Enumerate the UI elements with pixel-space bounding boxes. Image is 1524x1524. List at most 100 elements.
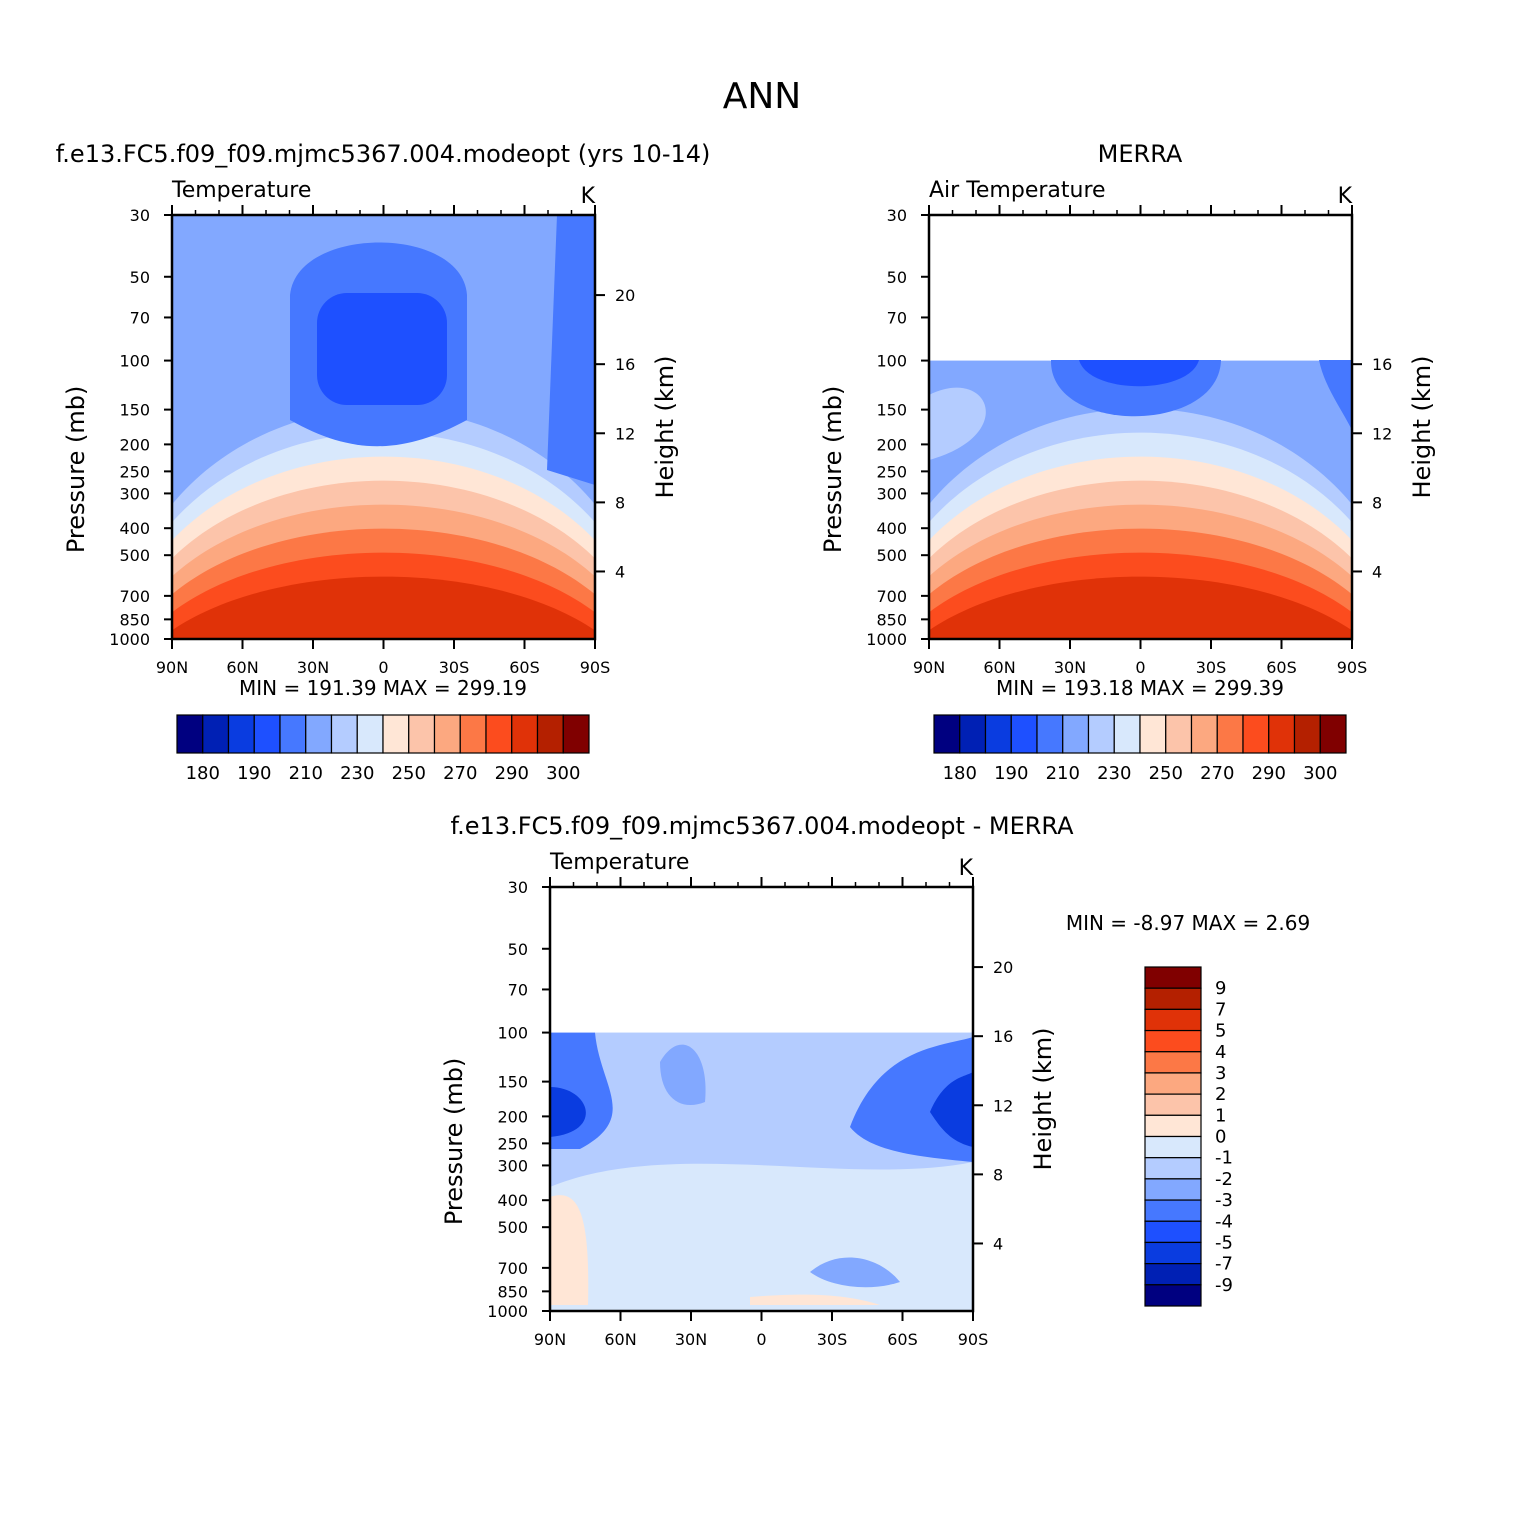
pressure-tick-label: 50: [130, 268, 150, 287]
latitude-tick-label: 30S: [1196, 658, 1227, 677]
colorbar-label: 4: [1215, 1042, 1226, 1063]
colorbar-label: 9: [1215, 978, 1226, 999]
y-axis-title: Pressure (mb): [819, 386, 847, 553]
pressure-tick-label: 150: [876, 401, 907, 420]
pressure-tick-label: 150: [119, 401, 150, 420]
latitude-tick-label: 60N: [983, 658, 1015, 677]
colorbar-box: [356, 714, 384, 754]
latitude-tick-label: 90S: [958, 1330, 989, 1349]
colorbar-box: [1087, 714, 1115, 754]
latitude-tick-label: 30N: [297, 658, 329, 677]
colorbar-box: [1144, 1114, 1202, 1138]
latitude-tick-label: 60S: [509, 658, 540, 677]
pressure-tick-label: 400: [119, 519, 150, 538]
latitude-tick-label: 30S: [439, 658, 470, 677]
colorbar-box: [1144, 1029, 1202, 1053]
colorbar-label: 5: [1215, 1021, 1226, 1042]
colorbar-label: 190: [994, 763, 1028, 784]
colorbar-label: -3: [1215, 1190, 1233, 1211]
height-tick-label: 12: [615, 424, 635, 443]
height-tick-label: 8: [993, 1165, 1003, 1184]
colorbar-box: [305, 714, 333, 754]
pressure-tick-label: 30: [887, 206, 907, 225]
colorbar-label: 250: [392, 763, 426, 784]
colorbar-label: -9: [1215, 1275, 1233, 1296]
pressure-tick-label: 30: [130, 206, 150, 225]
colorbar-box: [1144, 1199, 1202, 1222]
colorbar-box: [330, 714, 358, 754]
pressure-tick-label: 100: [876, 352, 907, 371]
colorbar-box: [1190, 714, 1218, 754]
colorbar-box: [1319, 714, 1347, 754]
min-max-stats: MIN = -8.97 MAX = 2.69: [1066, 911, 1310, 935]
colorbar-label: 180: [943, 763, 977, 784]
colorbar-label: 230: [1097, 763, 1131, 784]
latitude-tick-label: 60S: [887, 1330, 918, 1349]
panel-title: f.e13.FC5.f09_f09.mjmc5367.004.modeopt -…: [450, 812, 1074, 840]
colorbar-label: -1: [1215, 1148, 1233, 1169]
colorbar-box: [1144, 987, 1202, 1010]
colorbar-box: [1144, 1178, 1202, 1201]
latitude-tick-label: 90S: [580, 658, 611, 677]
southern-cold-region: [1319, 360, 1352, 430]
pressure-tick-label: 850: [497, 1282, 528, 1301]
colorbar-box: [933, 714, 961, 754]
cold-core-inner: [1079, 360, 1199, 387]
pressure-tick-label: 500: [119, 546, 150, 565]
colorbar-box: [382, 714, 410, 754]
height-tick-label: 16: [993, 1027, 1013, 1046]
lower-cool-patch: [810, 1257, 900, 1288]
pressure-tick-label: 30: [508, 878, 528, 897]
colorbar-box: [1144, 1072, 1202, 1095]
colorbar-box: [1268, 714, 1296, 754]
colorbar-box: [1144, 1008, 1202, 1032]
pressure-tick-label: 850: [876, 610, 907, 629]
subtropical-cool-patch: [660, 1044, 706, 1106]
colorbar-box: [227, 714, 255, 754]
panel-model: f.e13.FC5.f09_f09.mjmc5367.004.modeopt (…: [56, 140, 711, 700]
latitude-tick-label: 30N: [1054, 658, 1086, 677]
colorbar-label: 250: [1149, 763, 1183, 784]
colorbar-label: 7: [1215, 999, 1226, 1020]
pressure-tick-label: 1000: [109, 630, 150, 649]
colorbar-label: 180: [186, 763, 220, 784]
colorbar-box: [1242, 714, 1270, 754]
figure-title: ANN: [723, 76, 802, 117]
pressure-tick-label: 50: [508, 940, 528, 959]
pressure-tick-label: 150: [497, 1073, 528, 1092]
colorbar-box: [1144, 1263, 1202, 1286]
y-axis-title-right: Height (km): [1408, 356, 1436, 499]
colorbar-horizontal: 180 190 210 230 250 270 290 300: [176, 714, 590, 784]
colorbar-box: [1144, 1135, 1202, 1159]
negative-bias-region: [550, 1032, 973, 1187]
colorbar-label: 210: [289, 763, 323, 784]
contour-band: [172, 576, 595, 639]
height-tick-label: 8: [615, 493, 625, 512]
y-axis-title-right: Height (km): [651, 356, 679, 499]
pressure-tick-label: 1000: [866, 630, 907, 649]
south-cold-bias: [850, 1037, 973, 1162]
colorbar-label: 290: [495, 763, 529, 784]
pressure-tick-label: 700: [119, 587, 150, 606]
units-label: K: [959, 856, 974, 881]
colorbar-label: 290: [1252, 763, 1286, 784]
height-tick-label: 16: [615, 355, 635, 374]
pressure-tick-label: 50: [887, 268, 907, 287]
pressure-tick-label: 500: [497, 1218, 528, 1237]
pressure-tick-label: 200: [497, 1107, 528, 1126]
plots: f.e13.FC5.f09_f09.mjmc5367.004.modeopt (…: [56, 140, 1436, 1349]
colorbar-label: 230: [340, 763, 374, 784]
colorbar-label: -4: [1215, 1211, 1233, 1232]
pressure-tick-label: 100: [119, 352, 150, 371]
pressure-tick-label: 1000: [487, 1302, 528, 1321]
variable-label: Temperature: [549, 850, 689, 875]
latitude-tick-label: 30N: [675, 1330, 707, 1349]
colorbar-label: -5: [1215, 1232, 1233, 1253]
min-max-stats: MIN = 191.39 MAX = 299.19: [239, 676, 527, 700]
northern-warm-region: [929, 387, 986, 460]
colorbar-box: [1062, 714, 1090, 754]
pressure-tick-label: 700: [497, 1259, 528, 1278]
latitude-tick-label: 90S: [1337, 658, 1368, 677]
